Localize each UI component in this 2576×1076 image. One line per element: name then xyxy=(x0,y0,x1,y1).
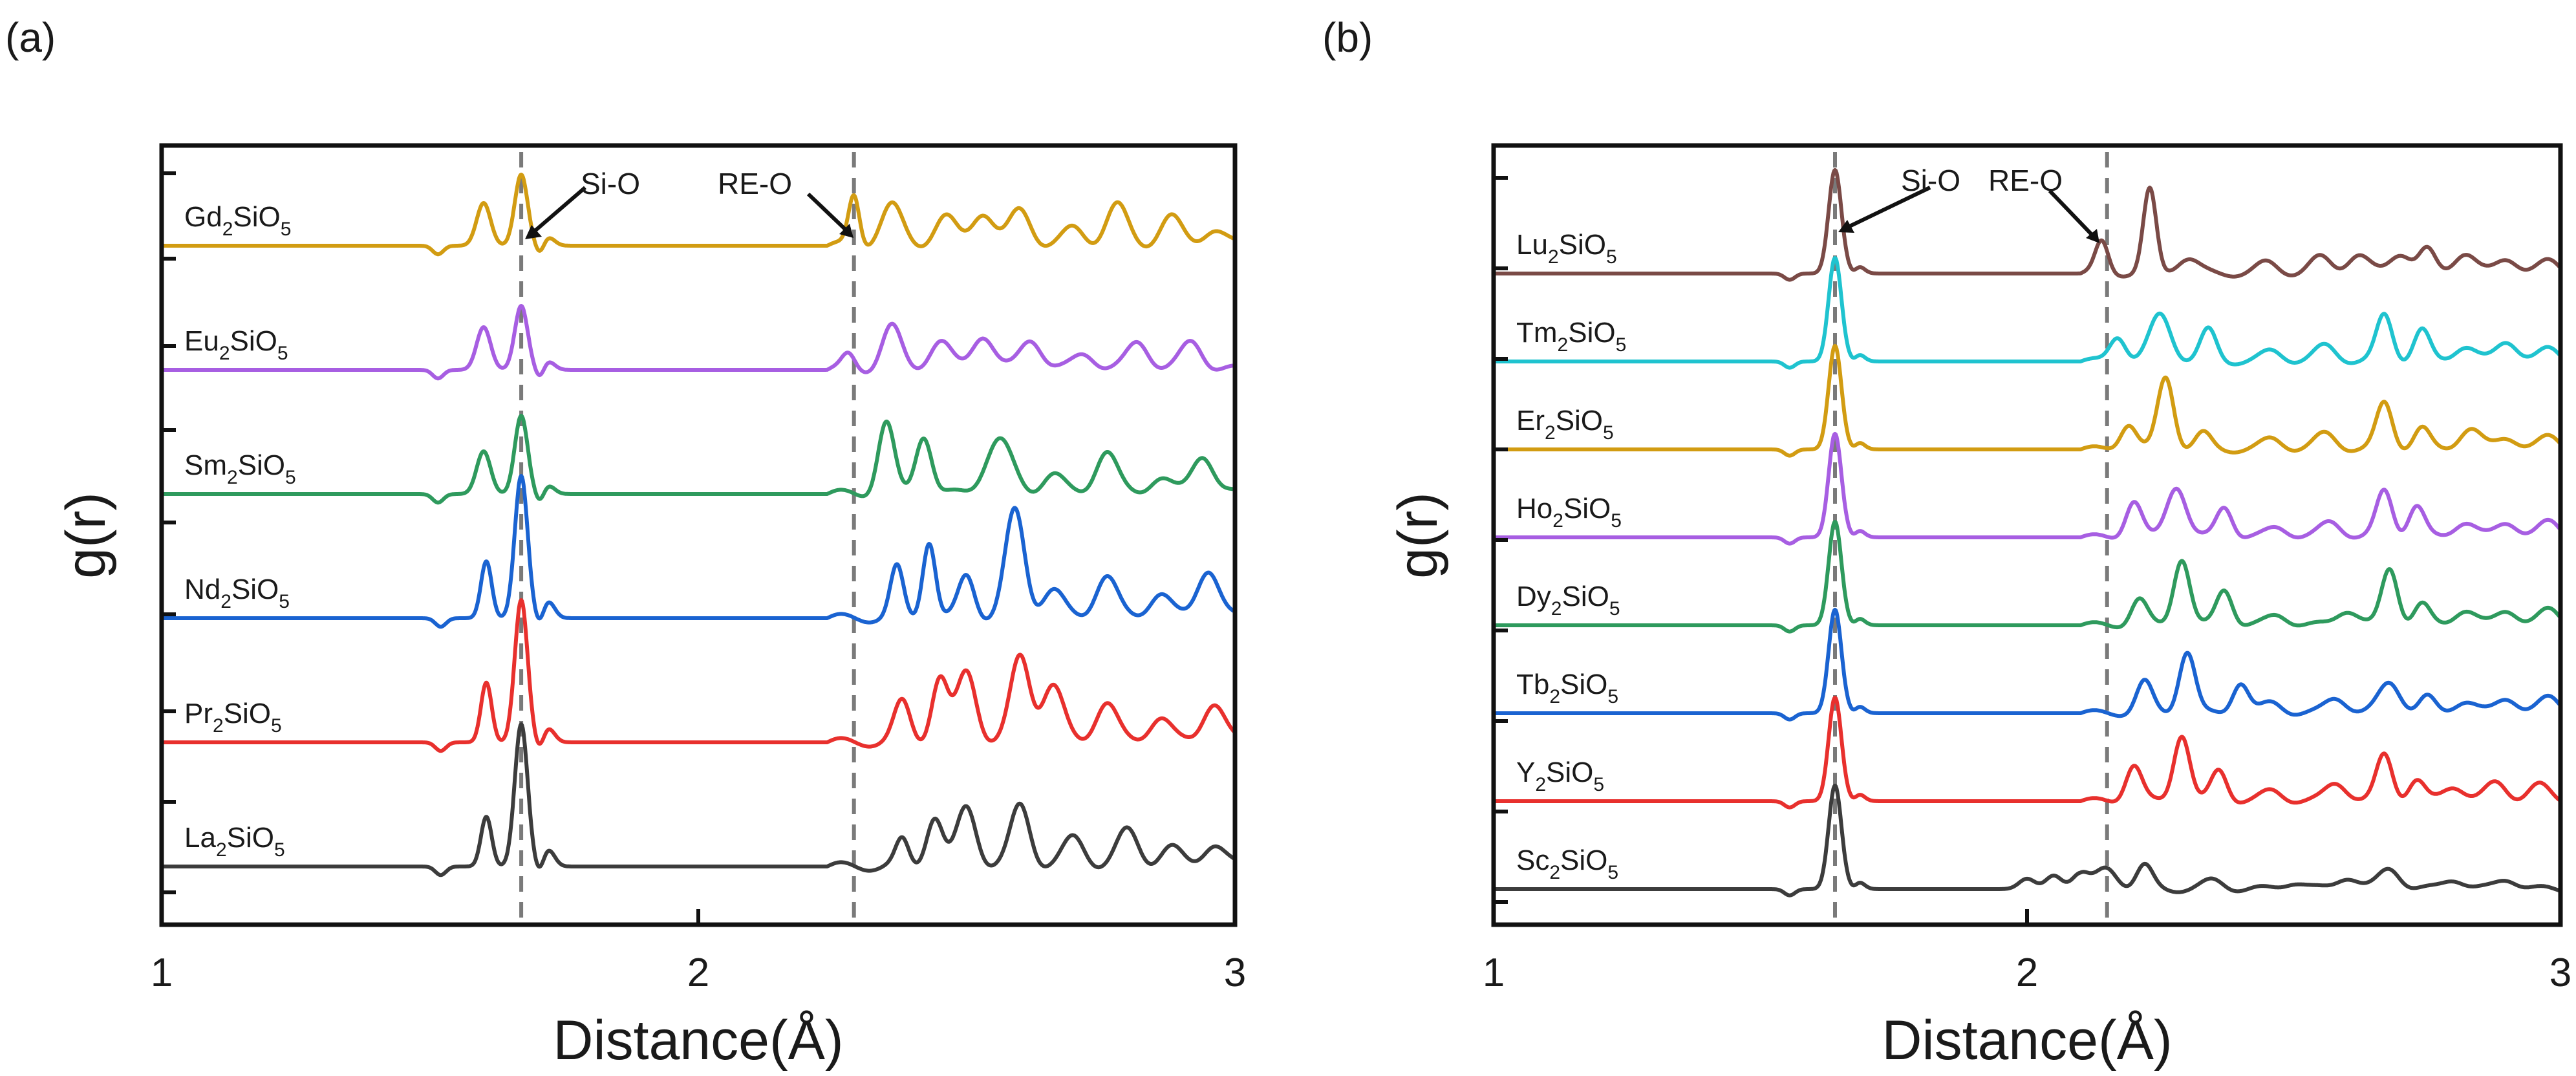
series-line-b-Tb2SiO5 xyxy=(1492,607,2562,722)
series-group-b xyxy=(1492,167,2562,898)
x-tick-label-b-1: 1 xyxy=(1483,951,1505,995)
x-tick-label-a-1: 1 xyxy=(151,951,173,995)
series-label-a-Eu2SiO5: Eu2SiO5 xyxy=(184,325,288,364)
series-label-b-Tm2SiO5: Tm2SiO5 xyxy=(1516,317,1626,356)
si-o-label-b: Si-O xyxy=(1901,164,1960,197)
re-o-arrow-a xyxy=(806,192,852,236)
y-axis-title-b: g(r) xyxy=(1387,492,1449,579)
panel-b-label: (b) xyxy=(1322,14,1373,61)
x-ticks-b xyxy=(1492,909,2562,925)
series-label-b-Dy2SiO5: Dy2SiO5 xyxy=(1516,581,1620,619)
series-label-b-Er2SiO5: Er2SiO5 xyxy=(1516,405,1614,444)
series-label-a-La2SiO5: La2SiO5 xyxy=(184,822,285,861)
series-group-a xyxy=(160,173,1237,877)
series-label-a-Pr2SiO5: Pr2SiO5 xyxy=(184,698,282,737)
series-line-b-Y2SiO5 xyxy=(1492,695,2562,810)
series-line-b-Ho2SiO5 xyxy=(1492,431,2562,546)
panel-a-label: (a) xyxy=(5,14,56,61)
y-axis-title-a: g(r) xyxy=(55,492,117,579)
si-o-arrow-b xyxy=(1841,186,1931,231)
re-o-arrowhead-a xyxy=(839,224,853,238)
series-labels-b: Sc2SiO5 Y2SiO5 Tb2SiO5 Dy2SiO5 Ho2SiO5 Er2SiO… xyxy=(1516,229,1626,883)
series-line-b-Tm2SiO5 xyxy=(1492,255,2562,370)
x-ticks-a xyxy=(160,909,1237,925)
re-o-label-a: RE-O xyxy=(718,167,792,200)
series-line-b-Sc2SiO5 xyxy=(1492,783,2562,898)
series-line-a-Sm2SiO5 xyxy=(160,414,1236,505)
series-line-b-Dy2SiO5 xyxy=(1492,519,2562,634)
y-ticks-a xyxy=(162,171,176,894)
series-label-a-Gd2SiO5: Gd2SiO5 xyxy=(184,201,291,240)
series-line-a-La2SiO5 xyxy=(160,722,1236,877)
re-o-arrow-b xyxy=(2048,189,2098,241)
series-line-b-Lu2SiO5 xyxy=(1492,167,2562,282)
x-tick-label-a-2: 2 xyxy=(687,951,709,995)
x-tick-label-a-3: 3 xyxy=(1224,951,1246,995)
re-o-arrowhead-b xyxy=(2086,229,2099,243)
panel-b: (b) Sc2SiO5 Y2SiO5 Tb2SiO5 Dy2SiO5 Ho2SiO5 Er… xyxy=(1322,14,2571,1071)
series-label-b-Tb2SiO5: Tb2SiO5 xyxy=(1516,669,1618,707)
series-line-a-Gd2SiO5 xyxy=(160,173,1236,257)
x-axis-title-b: Distance(Å) xyxy=(1882,1009,2172,1071)
re-o-label-b: RE-O xyxy=(1988,164,2063,197)
series-label-b-Y2SiO5: Y2SiO5 xyxy=(1516,757,1604,795)
si-o-arrow-a xyxy=(528,186,586,238)
si-o-label-a: Si-O xyxy=(581,167,640,200)
x-axis-title-a: Distance(Å) xyxy=(553,1009,843,1071)
series-line-a-Pr2SiO5 xyxy=(160,598,1237,753)
series-line-a-Nd2SiO5 xyxy=(160,474,1236,629)
si-o-arrowhead-b xyxy=(1838,220,1854,233)
si-o-arrowhead-a xyxy=(525,225,542,239)
series-label-b-Ho2SiO5: Ho2SiO5 xyxy=(1516,493,1622,532)
series-label-b-Sc2SiO5: Sc2SiO5 xyxy=(1516,845,1618,883)
series-label-a-Nd2SiO5: Nd2SiO5 xyxy=(184,574,290,612)
series-label-b-Lu2SiO5: Lu2SiO5 xyxy=(1516,229,1617,268)
series-line-a-Eu2SiO5 xyxy=(160,304,1236,381)
x-tick-label-b-3: 3 xyxy=(2549,951,2571,995)
series-label-a-Sm2SiO5: Sm2SiO5 xyxy=(184,449,296,488)
series-labels-a: La2SiO5 Pr2SiO5 Nd2SiO5 Sm2SiO5 Eu2SiO5 Gd2Si… xyxy=(184,201,296,861)
x-tick-label-b-2: 2 xyxy=(2016,951,2038,995)
panel-a: (a) La2SiO5 Pr2SiO5 Nd2SiO5 Sm2SiO5 Eu2SiO5 G… xyxy=(5,14,1246,1071)
y-ticks-b xyxy=(1494,176,1508,904)
series-line-b-Er2SiO5 xyxy=(1492,343,2562,458)
